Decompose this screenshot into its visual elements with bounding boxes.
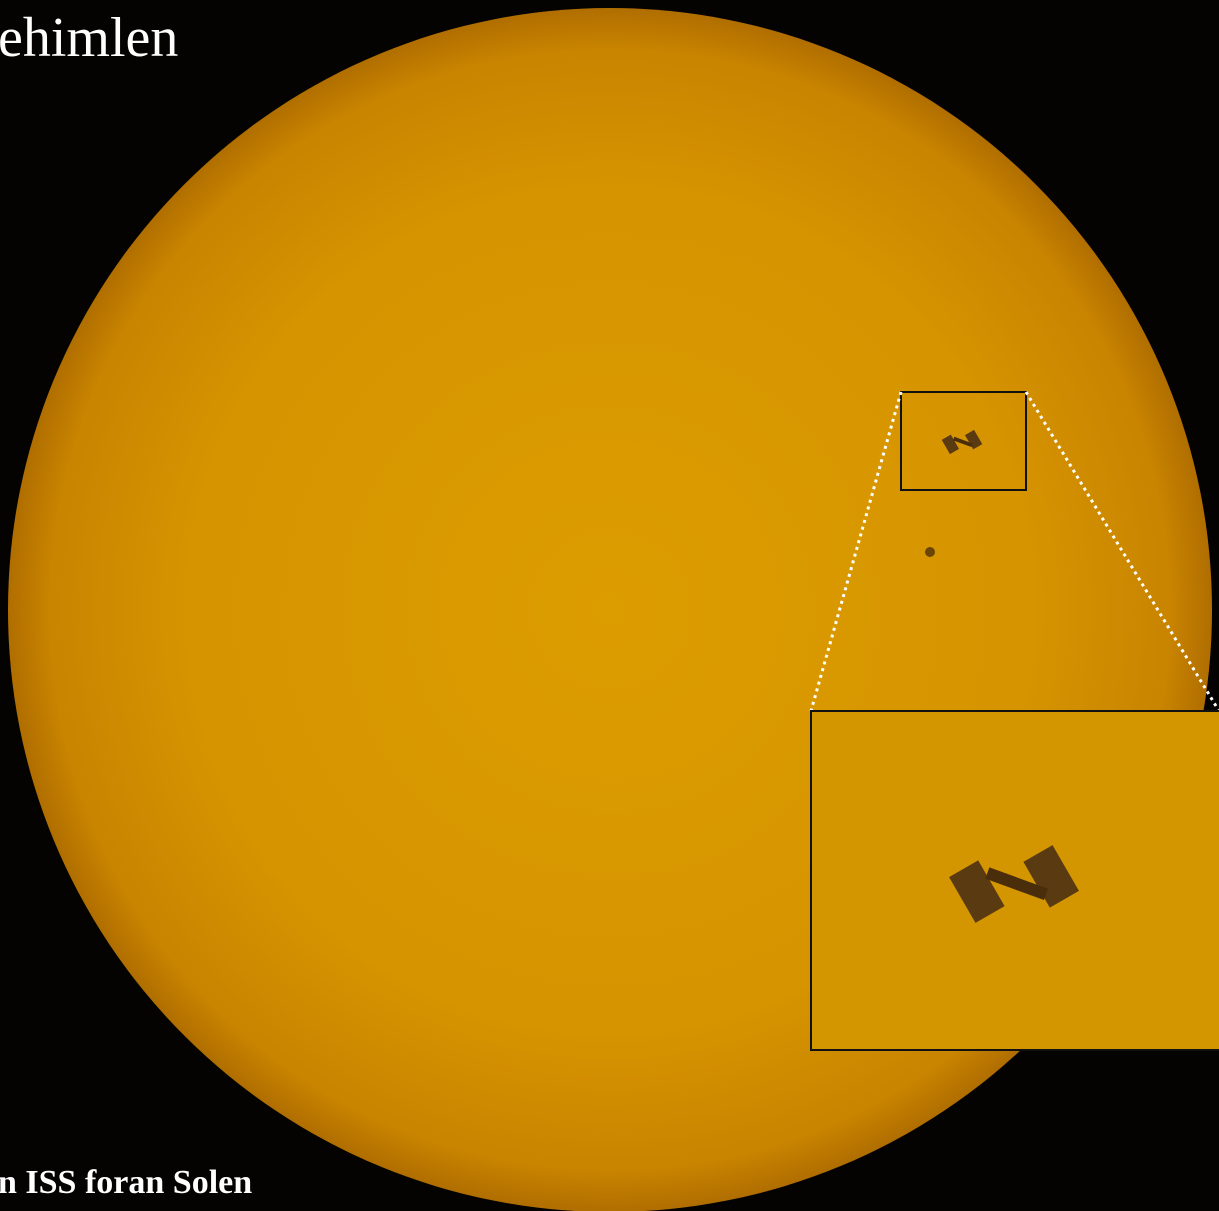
caption: n ISS foran Solen bbox=[0, 1164, 252, 1202]
sunspot bbox=[925, 547, 935, 557]
title: ehimlen bbox=[0, 6, 178, 70]
sun-image bbox=[0, 0, 1219, 1211]
photo: ehimlen n ISS foran Solen bbox=[0, 0, 1219, 1211]
